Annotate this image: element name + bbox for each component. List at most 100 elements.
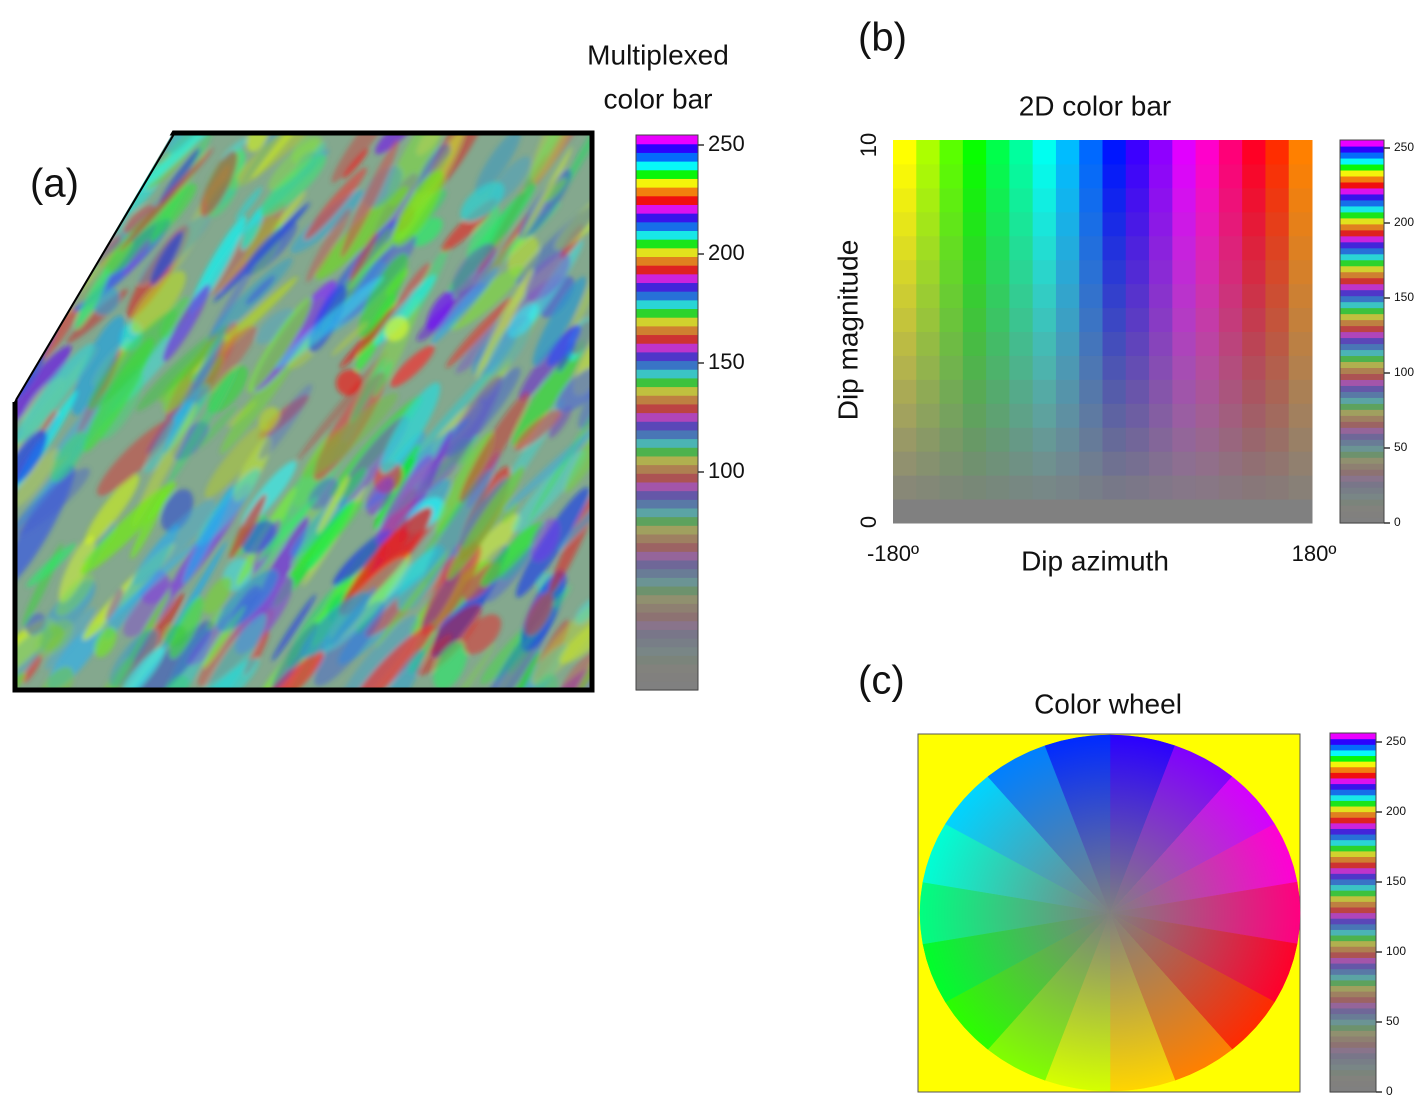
colorbar-band [636,482,698,491]
colorbar-band [636,360,698,369]
grid-cell [1103,188,1127,212]
grid-cell [1079,403,1103,427]
grid-cell [893,164,917,188]
grid-cell [1079,212,1103,236]
grid-cell [1196,140,1220,164]
grid-cell [940,427,964,451]
grid-cell [1103,236,1127,260]
grid-cell [1265,308,1289,332]
colorbar-band [1340,367,1384,374]
colorbar-band [1330,1002,1376,1008]
panel-label: (b) [858,16,907,60]
colorbar-tick-label: 150 [1394,290,1414,304]
grid-cell [1149,164,1173,188]
colorbar-band [1330,963,1376,969]
colorbar-band [1330,851,1376,857]
colorbar-band [636,551,698,560]
colorbar-band [1340,272,1384,279]
colorbar-band [636,447,698,456]
grid-cell [963,451,987,475]
colorbar-band [1340,445,1384,452]
colorbar-band [636,230,698,239]
grid-cell [963,332,987,356]
colorbar-band [1340,284,1384,291]
colorbar-band [1330,812,1376,818]
grid-cell [1126,284,1150,308]
grid-cell [916,403,940,427]
colorbar-band [636,465,698,474]
grid-cell [1149,140,1173,164]
grid-cell [893,403,917,427]
grid-cell [986,379,1010,403]
colorbar-band [1340,469,1384,476]
colorbar-band [636,404,698,413]
chart-title: 2D color bar [1019,90,1172,121]
grid-cell [916,140,940,164]
colorbar-band [636,334,698,343]
grid-cell [986,284,1010,308]
grid-cell [1265,475,1289,499]
colorbar-band [636,629,698,638]
colorbar-band [1340,158,1384,165]
grid-cell [940,355,964,379]
grid-cell [1079,332,1103,356]
grid-cell [963,260,987,284]
grid-cell [1103,308,1127,332]
grid-cell [893,236,917,260]
grid-cell [1242,355,1266,379]
grid-cell [940,308,964,332]
colorbar-a: 250200150100 [636,131,745,691]
colorbar-band [1330,1053,1376,1059]
grid-cell [963,403,987,427]
colorbar-band [636,664,698,673]
grid-cell [1126,355,1150,379]
grid-cell [940,284,964,308]
grid-cell [1289,379,1313,403]
y-axis-label: Dip magnitude [832,240,863,421]
colorbar-band [1340,188,1384,195]
grid-cell [1265,379,1289,403]
colorbar-band [636,655,698,664]
colorbar-band [1340,397,1384,404]
grid-cell [1289,164,1313,188]
grid-cell [1196,403,1220,427]
grid-cell [1079,379,1103,403]
grid-cell [1172,188,1196,212]
colorbar-band [636,204,698,213]
grid-cell [1126,451,1150,475]
colorbar-band [1330,834,1376,840]
colorbar-band [636,543,698,552]
grid-cell [940,140,964,164]
colorbar-title: Multiplexed [587,39,729,70]
grid-cell [963,236,987,260]
grid-cell [1033,236,1057,260]
grid-cell [986,188,1010,212]
grid-cell [1149,260,1173,284]
colorbar-band [636,456,698,465]
colorbar-band [1340,332,1384,339]
grid-cell [1103,260,1127,284]
page: { "panel_a": { "label": "(a)", "colorbar… [0,0,1420,1100]
grid-cell [893,284,917,308]
grid-cell [1009,379,1033,403]
colorbar-band [636,152,698,161]
grid-cell [1242,379,1266,403]
colorbar-band [1330,862,1376,868]
grid-cell [1033,260,1057,284]
grid-cell [986,427,1010,451]
colorbar-band [1340,403,1384,410]
grid-cell [1172,236,1196,260]
colorbar-band [636,421,698,430]
colorbar-band [636,491,698,500]
color-wheel [920,735,1300,1091]
grid-cell [1103,355,1127,379]
colorbar-band [636,161,698,170]
grid-cell [1033,140,1057,164]
grid-cell [963,164,987,188]
colorbar-band [1330,1075,1376,1081]
grid-cell [1103,164,1127,188]
grid-cell [1242,499,1266,523]
grid-cell [1172,499,1196,523]
grid-cell [1149,284,1173,308]
figure: (a)Multiplexedcolor bar250200150100(b)2D… [0,0,1420,1100]
